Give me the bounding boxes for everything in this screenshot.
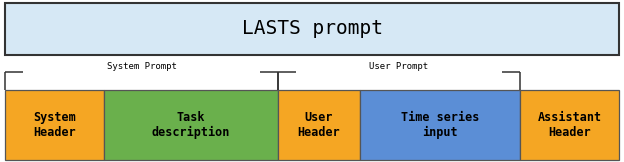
Text: System
Header: System Header (33, 111, 76, 139)
FancyBboxPatch shape (278, 90, 360, 160)
Text: Assistant
Header: Assistant Header (537, 111, 602, 139)
Text: LASTS prompt: LASTS prompt (241, 19, 383, 39)
FancyBboxPatch shape (5, 90, 104, 160)
Text: User
Header: User Header (298, 111, 340, 139)
Text: System Prompt: System Prompt (107, 62, 177, 71)
Text: Task
description: Task description (152, 111, 230, 139)
Text: Time series
input: Time series input (401, 111, 479, 139)
FancyBboxPatch shape (360, 90, 520, 160)
FancyBboxPatch shape (520, 90, 619, 160)
Text: User Prompt: User Prompt (369, 62, 429, 71)
FancyBboxPatch shape (104, 90, 278, 160)
FancyBboxPatch shape (5, 3, 619, 55)
